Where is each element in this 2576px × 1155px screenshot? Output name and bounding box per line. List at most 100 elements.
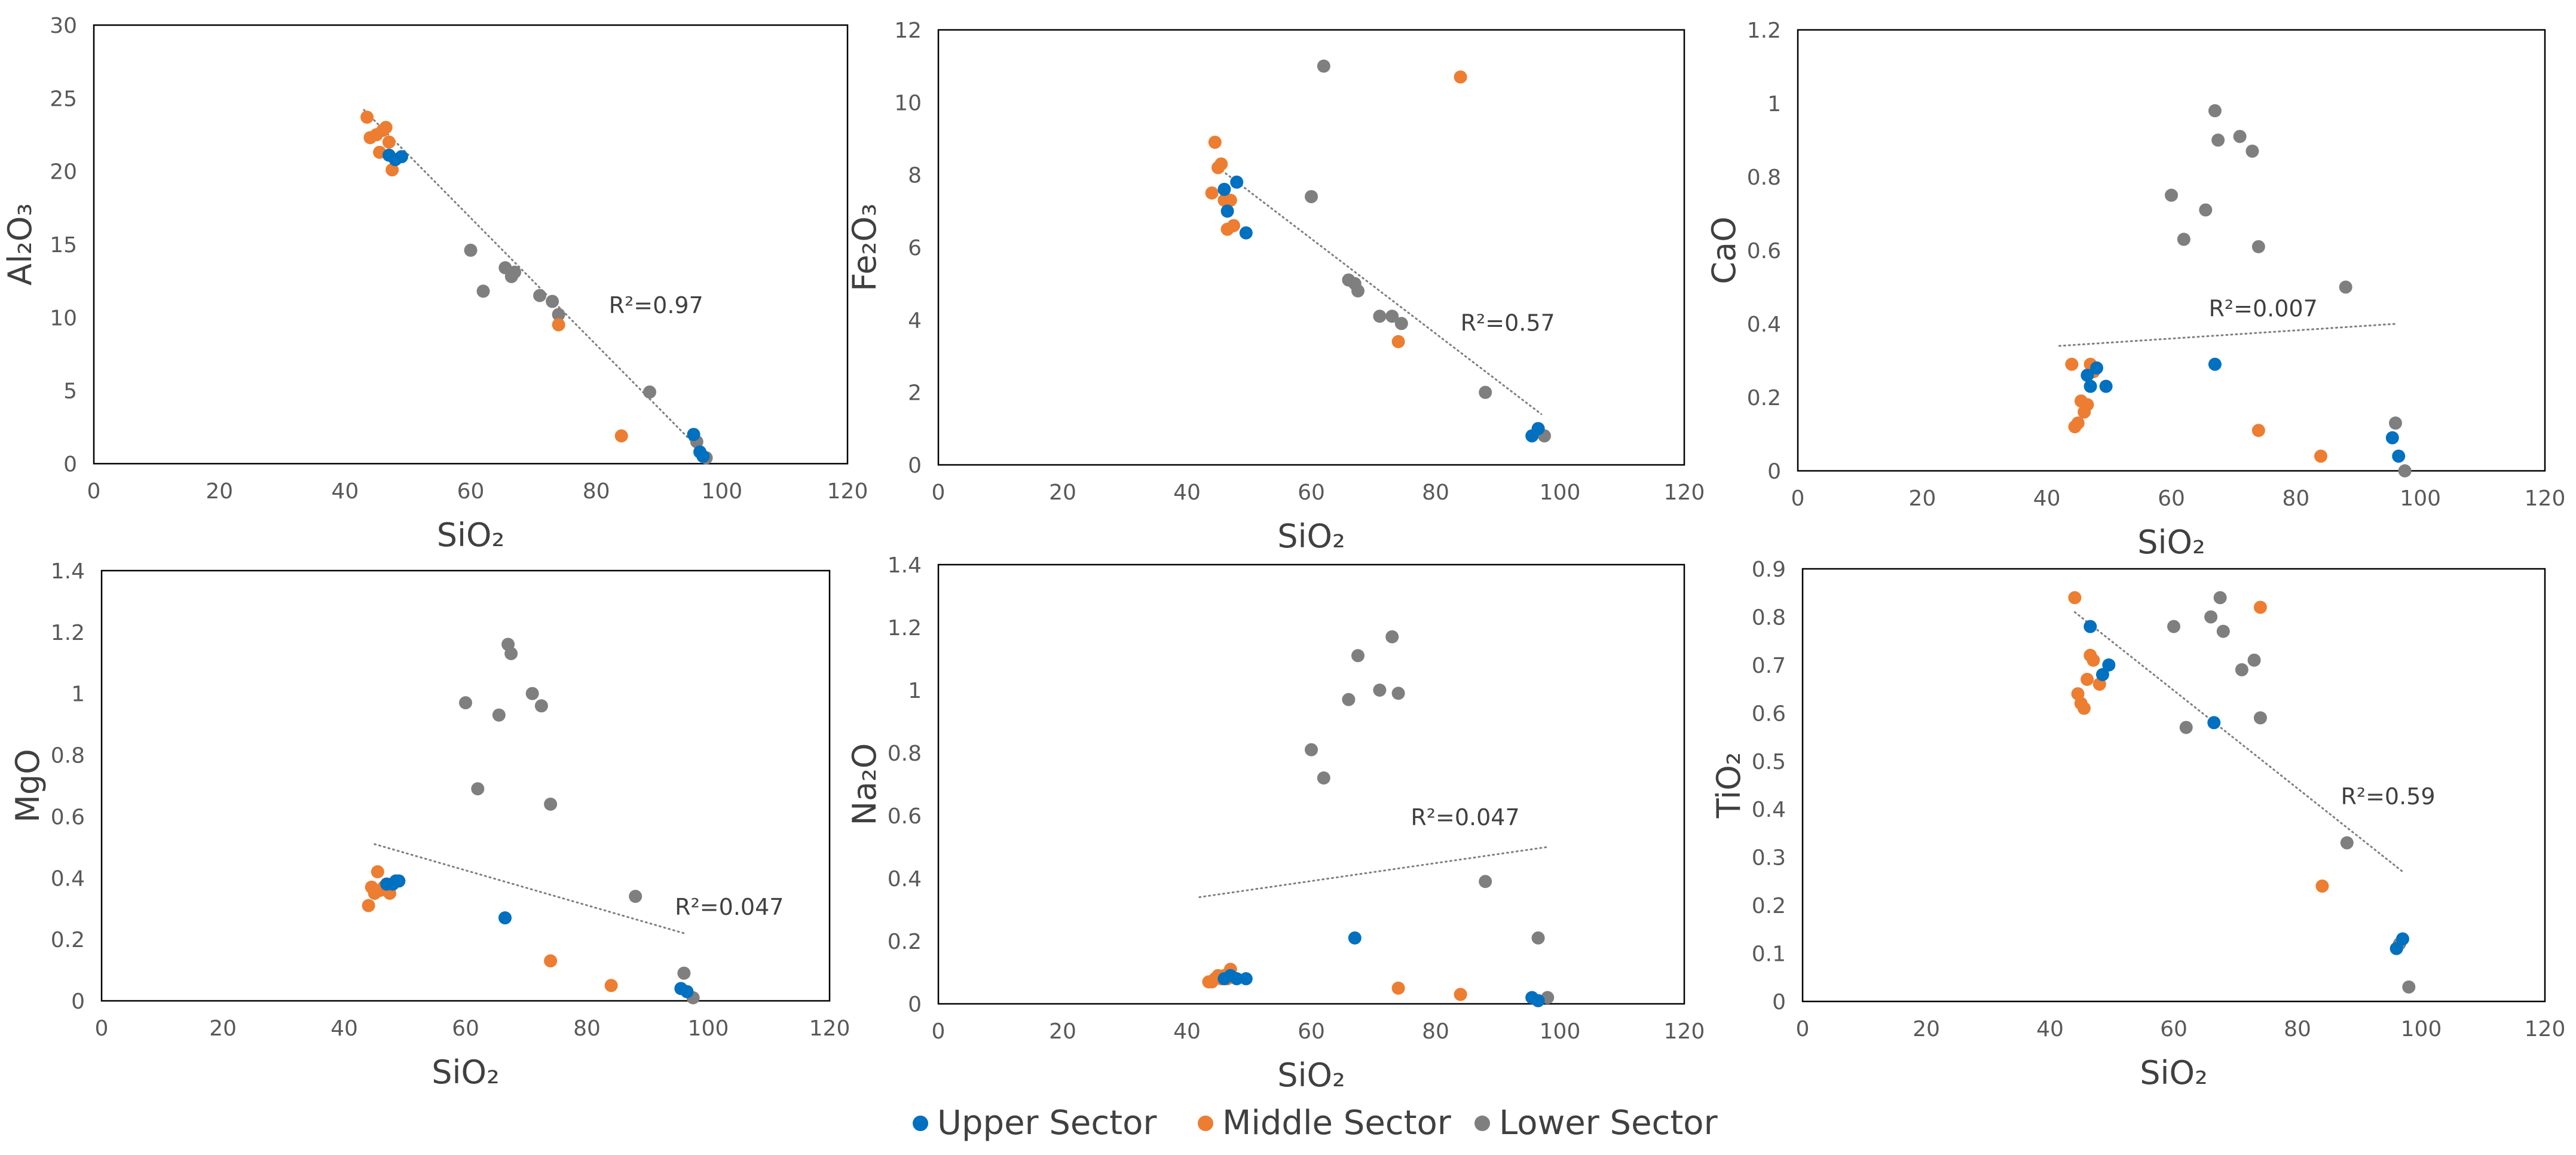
chart-tio2: 0 20 40 60 80 100 120 0 0.1 0.2 0.3 0.4 0.5 0.6 0.7 0.8… [1710, 557, 2565, 1092]
y-tick-label: 20 [50, 160, 77, 185]
y-tick-label: 0.4 [1752, 798, 1786, 822]
y-tick-label: 15 [50, 233, 77, 258]
x-tick-label: 120 [827, 479, 868, 504]
upper-sector-point [2095, 667, 2109, 681]
upper-sector-point [1531, 422, 1545, 436]
legend-marker-upper [913, 1116, 928, 1131]
trendline [1198, 846, 1549, 898]
x-tick-label: 20 [1049, 480, 1076, 505]
y-tick-label: 5 [63, 379, 77, 404]
middle-sector-point [2081, 673, 2094, 687]
plot-area-frame [93, 24, 849, 465]
upper-sector-point [2396, 932, 2409, 946]
upper-sector-point [2207, 716, 2221, 730]
middle-sector-point [2087, 653, 2100, 667]
y-tick-label: 1.2 [51, 621, 85, 645]
x-tick-label: 60 [457, 479, 485, 504]
y-tick-label: 0.6 [51, 805, 85, 829]
lower-sector-point [2247, 653, 2261, 667]
x-tick-label: 0 [932, 1019, 946, 1044]
middle-sector-point [386, 163, 399, 177]
middle-sector-point [2314, 449, 2327, 463]
x-tick-label: 60 [2160, 1017, 2188, 1041]
y-tick-label: 0.8 [888, 742, 922, 766]
upper-sector-point [2084, 620, 2097, 633]
x-tick-label: 0 [87, 479, 101, 504]
middle-sector-point [544, 954, 558, 968]
middle-sector-point [362, 899, 375, 912]
x-tick-label: 80 [2284, 1017, 2311, 1041]
x-tick-label: 0 [1796, 1017, 1810, 1041]
y-tick-label: 1.2 [1747, 19, 1781, 43]
x-tick-label: 100 [1540, 480, 1581, 505]
x-tick-label: 80 [573, 1016, 601, 1041]
x-tick-label: 120 [1664, 480, 1705, 505]
lower-sector-point [2389, 416, 2402, 430]
chart-al2o3: 0 20 40 60 80 100 120 0 5 10 15 20 25 30 SiO₂ Al₂O₃ R²=0… [1, 14, 868, 554]
x-axis-title: SiO₂ [2137, 523, 2205, 561]
y-tick-label: 0.5 [1752, 750, 1786, 774]
y-axis-title: MgO [9, 749, 47, 822]
lower-sector-point [1351, 649, 1365, 663]
chart-cao: 0 20 40 60 80 100 120 0 0.2 0.4 0.6 0.8 1 1.2 SiO₂ CaO R… [1705, 19, 2565, 561]
lower-sector-point [2402, 980, 2416, 994]
x-tick-label: 40 [1173, 1019, 1201, 1044]
upper-sector-point [2390, 942, 2403, 955]
lower-sector-point [1531, 931, 1545, 945]
lower-sector-point [2216, 624, 2230, 638]
upper-sector-point [2090, 361, 2103, 375]
lower-sector-point [1394, 317, 1408, 330]
x-tick-label: 100 [1540, 1019, 1581, 1044]
x-tick-label: 60 [1298, 1019, 1325, 1044]
x-tick-label: 100 [2400, 486, 2441, 511]
legend-marker-lower [1474, 1116, 1490, 1131]
lower-sector-point [1305, 743, 1318, 756]
y-tick-label: 30 [50, 14, 77, 38]
upper-sector-point [1239, 226, 1253, 240]
x-tick-label: 20 [1913, 1017, 1940, 1041]
x-tick-label: 100 [2401, 1017, 2442, 1041]
lower-sector-point [525, 687, 539, 700]
y-tick-label: 6 [908, 236, 922, 261]
y-tick-label: 0 [908, 454, 922, 478]
x-axis-title: SiO₂ [432, 1053, 499, 1091]
y-tick-label: 0.6 [1752, 701, 1786, 726]
upper-sector-point [1230, 175, 1244, 189]
upper-sector-point [2385, 431, 2399, 445]
y-axis-title: Fe₂O₃ [846, 203, 883, 291]
r-squared-label: R²=0.047 [1411, 804, 1519, 831]
middle-sector-point [1205, 186, 1219, 200]
x-tick-label: 20 [1049, 1019, 1076, 1044]
legend-item-middle: Middle Sector [1198, 1104, 1452, 1142]
x-tick-label: 40 [331, 1016, 358, 1041]
upper-sector-point [680, 985, 694, 998]
x-tick-label: 20 [206, 479, 233, 504]
y-tick-label: 0.2 [51, 928, 85, 952]
y-tick-label: 10 [50, 306, 77, 330]
lower-sector-point [2233, 130, 2247, 143]
y-axis-title: Na₂O [846, 743, 883, 826]
x-tick-label: 20 [1908, 486, 1936, 511]
lower-sector-point [2235, 663, 2248, 676]
middle-sector-point [2315, 879, 2329, 893]
plot-area-frame [937, 563, 1685, 1005]
trendline [363, 109, 711, 461]
y-tick-label: 2 [908, 381, 922, 406]
x-tick-label: 120 [2525, 1017, 2566, 1041]
x-tick-label: 120 [809, 1016, 850, 1041]
middle-sector-point [604, 979, 618, 992]
x-tick-label: 120 [2525, 486, 2566, 511]
lower-sector-point [1351, 284, 1365, 298]
trendline [2058, 323, 2397, 347]
middle-sector-point [1454, 70, 1467, 84]
lower-sector-point [1305, 190, 1318, 204]
plot-area-frame [100, 569, 831, 1002]
legend-item-lower: Lower Sector [1474, 1104, 1718, 1142]
lower-sector-point [2211, 133, 2225, 147]
upper-sector-point [1217, 182, 1231, 196]
x-tick-label: 0 [95, 1016, 109, 1041]
upper-sector-point [696, 449, 710, 463]
x-tick-label: 60 [2158, 486, 2185, 511]
upper-sector-point [2084, 379, 2097, 393]
